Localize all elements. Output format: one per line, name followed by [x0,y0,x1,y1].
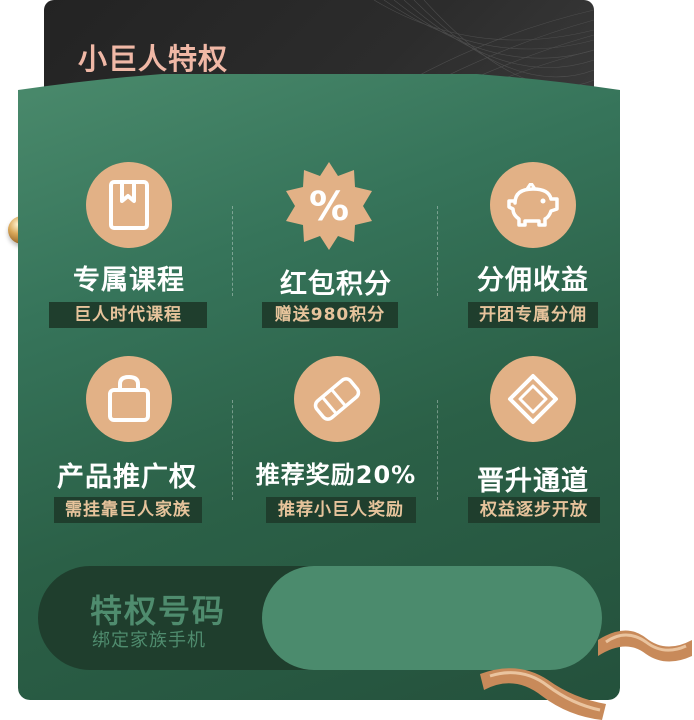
page-title: 小巨人特权 [78,42,229,76]
privilege-tag: 需挂靠巨人家族 [54,497,202,523]
diamond-icon [490,356,576,442]
ribbon-decoration [598,630,692,662]
privilege-title: 产品推广权 [57,462,197,493]
divider [232,400,233,500]
privilege-title: 分佣收益 [477,265,589,296]
percent-badge-icon: % [286,162,372,250]
svg-text:%: % [309,184,349,230]
privilege-tag: 推荐小巨人奖励 [266,497,416,523]
shopping-bag-icon [86,356,172,442]
ribbon-decoration [480,668,606,720]
divider [232,206,233,296]
privilege-title: 红包积分 [280,269,392,300]
handshake-icon [294,356,380,442]
divider [437,206,438,296]
privilege-tag: 权益逐步开放 [468,497,600,523]
privilege-number-subtitle: 绑定家族手机 [92,630,206,651]
piggy-bank-icon [490,162,576,248]
privilege-tag: 开团专属分佣 [468,302,598,328]
privilege-tag: 赠送980积分 [262,302,398,328]
privilege-title: 推荐奖励20% [255,461,417,489]
bookmark-book-icon [86,162,172,248]
phone-number-input[interactable] [262,566,602,670]
privilege-title: 晋升通道 [477,466,589,497]
privilege-title: 专属课程 [73,265,185,296]
privilege-number-title: 特权号码 [90,592,227,630]
privilege-tag: 巨人时代课程 [49,302,207,328]
divider [437,400,438,500]
